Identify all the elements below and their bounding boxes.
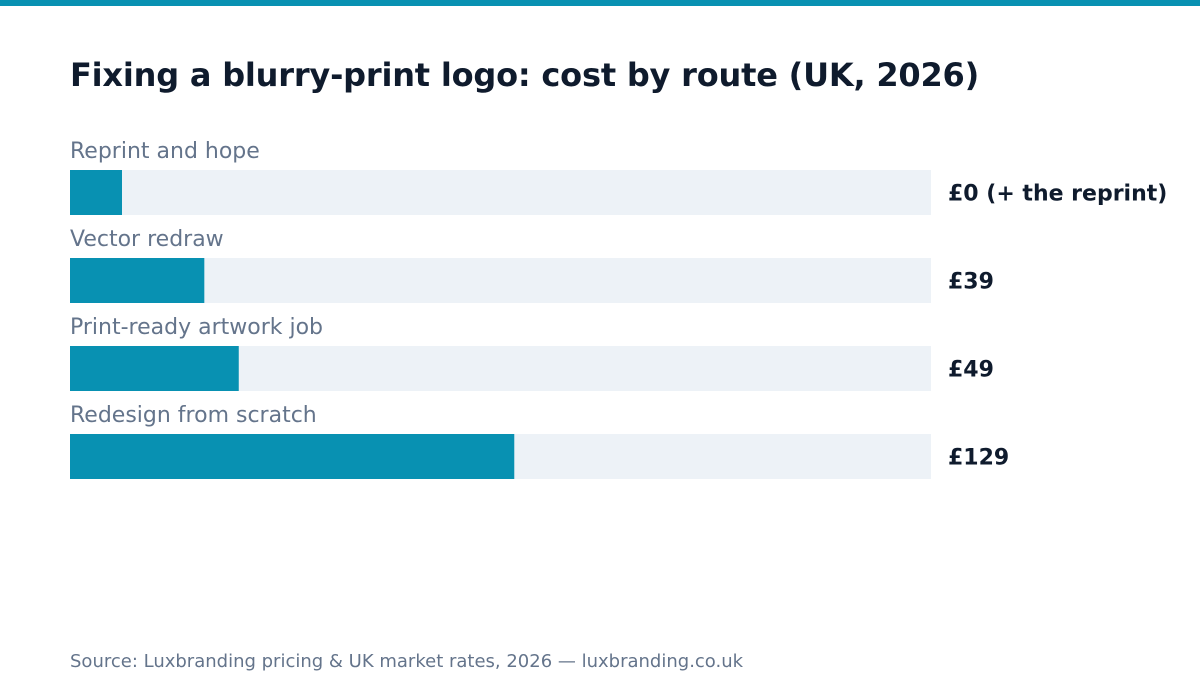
value-label: £49 (948, 358, 994, 383)
bar (70, 170, 122, 215)
bar (70, 434, 515, 479)
source-note: Source: Luxbranding pricing & UK market … (70, 651, 744, 672)
bar (70, 258, 205, 303)
chart-title: Fixing a blurry-print logo: cost by rout… (70, 56, 980, 94)
value-label: £0 (+ the reprint) (948, 182, 1167, 207)
category-label: Redesign from scratch (70, 403, 317, 428)
category-label: Vector redraw (70, 227, 224, 252)
category-label: Print-ready artwork job (70, 315, 323, 340)
bar-track (70, 170, 931, 215)
top-accent-rule (0, 0, 1200, 6)
category-label: Reprint and hope (70, 139, 260, 164)
value-label: £129 (948, 446, 1009, 471)
value-label: £39 (948, 270, 994, 295)
bar (70, 346, 239, 391)
bar-track (70, 258, 931, 303)
